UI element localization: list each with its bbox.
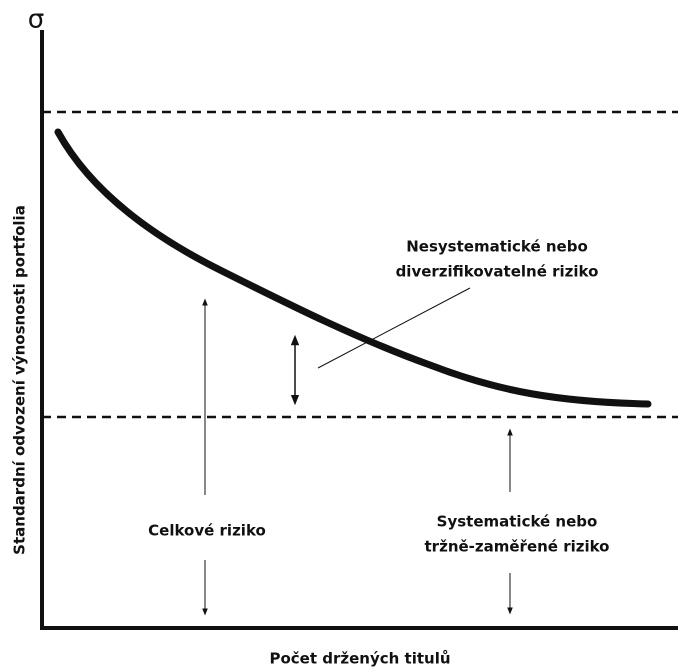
annotation-line: diverzifikovatelné riziko xyxy=(396,263,599,281)
annotation-line: tržně-zaměřené riziko xyxy=(425,538,610,556)
risk-curve xyxy=(54,128,652,408)
annotation: Celkové riziko xyxy=(148,522,266,540)
leader-line xyxy=(317,287,471,369)
annotation-line: Systematické nebo xyxy=(437,513,598,531)
annotation-line: Nesystematické nebo xyxy=(406,238,588,256)
x-axis-label: Počet držených titulů xyxy=(269,650,450,668)
y-symbol: σ xyxy=(28,5,44,35)
y-axis-label: Standardní odvození výnosnosti portfolia xyxy=(11,205,29,555)
